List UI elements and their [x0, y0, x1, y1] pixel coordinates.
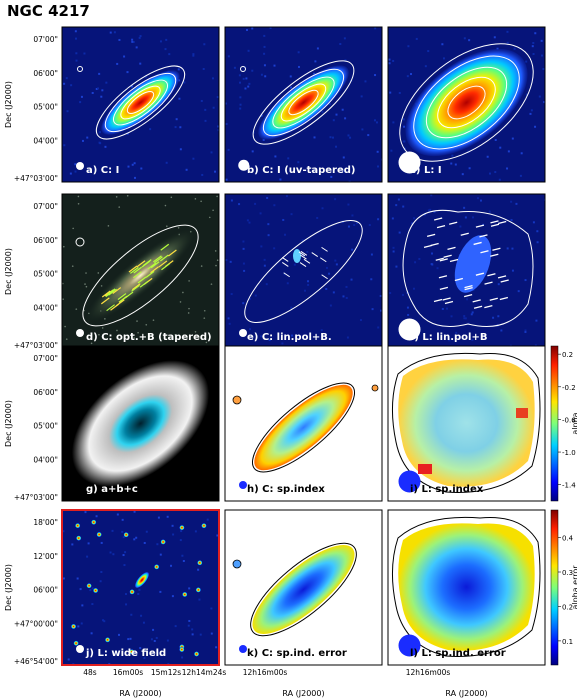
dec-tick-label: 07'00" [33, 35, 58, 44]
ra-tick-label: 48s [83, 668, 97, 677]
panel-label: c) L: I [410, 165, 442, 176]
x-axis-label: RA (J2000) [119, 689, 161, 698]
colorbar-tick: 0.2 [562, 351, 573, 359]
ra-tick-label: 12h14m24s [182, 668, 227, 677]
dec-tick-label: +47°03'00" [14, 174, 58, 183]
colorbar-tick: 0.4 [562, 535, 574, 543]
y-axis-label: Dec (J2000) [4, 248, 13, 295]
x-axis-label: RA (J2000) [282, 689, 324, 698]
dec-tick-label: 04'00" [33, 455, 58, 464]
beam-marker [239, 481, 247, 489]
panel-label: h) C: sp.index [247, 484, 325, 495]
beam-marker [398, 634, 421, 657]
panel-g: g) a+b+c [61, 345, 220, 502]
colorbar-alpha: 0.2 -0.2 -0.6 -1.0 -1.4 alpha [550, 345, 577, 502]
colorbar-label: alpha [571, 412, 577, 434]
panel-f: f) L: lin.pol+B [387, 193, 546, 350]
dec-tick-label: +47°03'00" [14, 341, 58, 350]
dec-tick-label: +47°00'00" [14, 619, 58, 628]
colorbar-label: alpha error [571, 565, 577, 610]
panel-h: h) C: sp.index [224, 345, 383, 502]
ra-tick-label: 12h16m00s [243, 668, 288, 677]
dec-tick-label: 05'00" [33, 422, 58, 431]
ra-tick-label: 16m00s [113, 668, 143, 677]
colorbar-alpha-error: 0.4 0.3 0.2 0.1 alpha error [550, 509, 577, 666]
dec-tick-label: 04'00" [33, 303, 58, 312]
colorbar-tick: 0.2 [562, 603, 573, 611]
panel-label: e) C: lin.pol+B. [247, 332, 332, 343]
dec-tick-label: 06'00" [33, 236, 58, 245]
panel-label: i) L: sp.index [410, 484, 484, 495]
beam-marker [398, 470, 421, 493]
ra-tick-label: 15m12s [151, 668, 181, 677]
dec-tick-label: 18'00" [33, 518, 58, 527]
beam-marker [398, 318, 421, 341]
x-axis-label: RA (J2000) [445, 689, 487, 698]
panel-c: c) L: I [387, 26, 546, 183]
colorbar-tick: 0.1 [562, 638, 573, 646]
panel-label: f) L: lin.pol+B [410, 332, 488, 343]
panel-label: g) a+b+c [86, 484, 138, 495]
beam-marker [398, 151, 421, 174]
dec-tick-label: 04'00" [33, 136, 58, 145]
panel-label: b) C: I (uv-tapered) [247, 165, 356, 176]
panel-d: d) C: opt.+B (tapered) [61, 193, 220, 350]
beam-marker [238, 159, 250, 171]
dec-tick-label: +46°54'00" [14, 657, 58, 666]
panel-label: a) C: I [86, 165, 119, 176]
panel-b: b) C: I (uv-tapered) [224, 26, 383, 183]
panel-e: e) C: lin.pol+B. [224, 193, 383, 350]
panel-l: l) L: sp.ind. error 0.4 0.3 0.2 0.1 alpha err… [387, 509, 577, 666]
panel-label: l) L: sp.ind. error [410, 648, 506, 659]
dec-tick-label: 12'00" [33, 552, 58, 561]
figure-title: NGC 4217 [7, 2, 90, 20]
dec-tick-label: 05'00" [33, 103, 58, 112]
panel-j: j) L: wide field [61, 509, 220, 666]
colorbar-tick: 0.3 [562, 569, 573, 577]
ra-tick-label: 12h16m00s [406, 668, 451, 677]
panel-a: a) C: I [61, 26, 220, 183]
y-axis-label: Dec (J2000) [4, 81, 13, 128]
dec-tick-label: 06'00" [33, 586, 58, 595]
panel-label: k) C: sp.ind. error [247, 648, 347, 659]
colorbar-tick: -0.2 [562, 384, 576, 392]
panel-i: i) L: sp.index 0.2 -0.2 -0.6 -1.0 -1.4 alpha [387, 345, 577, 502]
y-axis-label: Dec (J2000) [4, 400, 13, 447]
beam-marker [76, 162, 84, 170]
beam-marker [239, 645, 247, 653]
panel-label: d) C: opt.+B (tapered) [86, 332, 212, 343]
dec-tick-label: +47°03'00" [14, 493, 58, 502]
dec-tick-label: 06'00" [33, 388, 58, 397]
colorbar-tick: -1.0 [562, 449, 576, 457]
colorbar-tick: -1.4 [562, 482, 576, 490]
dec-tick-label: 07'00" [33, 202, 58, 211]
panel-label: j) L: wide field [85, 648, 166, 659]
beam-marker [76, 329, 84, 337]
beam-marker [239, 329, 247, 337]
dec-tick-label: 06'00" [33, 69, 58, 78]
panel-k: k) C: sp.ind. error [224, 509, 383, 666]
y-axis-label: Dec (J2000) [4, 564, 13, 611]
colorbar-tick: -0.6 [562, 416, 576, 424]
dec-tick-label: 07'00" [33, 354, 58, 363]
dec-tick-label: 05'00" [33, 270, 58, 279]
beam-marker [76, 645, 84, 653]
